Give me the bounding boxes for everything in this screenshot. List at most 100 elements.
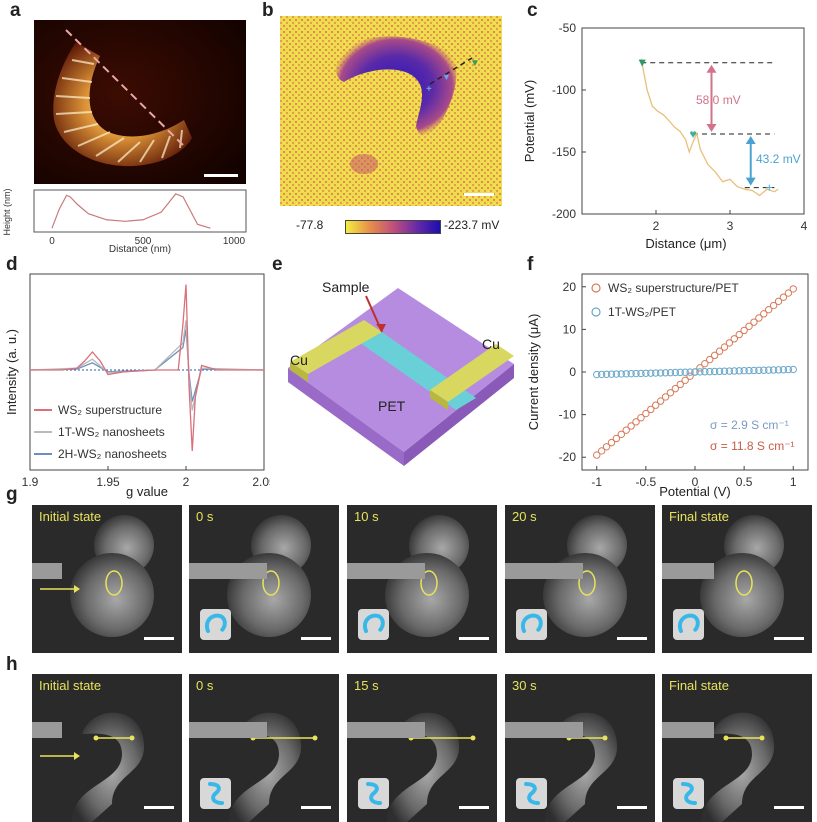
h-frame: Initial state xyxy=(32,674,182,822)
chart-f-point xyxy=(715,367,724,376)
chart-f-point xyxy=(745,322,753,331)
g-frame-label: 10 s xyxy=(354,509,379,524)
chart-f-point xyxy=(789,365,797,374)
chart-d: 1.9 1.95 2 2.05 WS₂ superstructure 1T-WS₂ na… xyxy=(4,273,270,499)
chart-c-arrowhead xyxy=(745,177,756,186)
h-frame: 15 s xyxy=(347,674,497,822)
chart-c-ytick-label: -50 xyxy=(559,21,577,35)
h-frame: 0 s xyxy=(189,674,339,822)
chart-c-xtick-label: 2 xyxy=(653,219,660,233)
chart-c-arrowhead xyxy=(706,64,717,73)
chart-c-marker: ▼ xyxy=(636,56,648,70)
g-frame: 10 s xyxy=(347,505,497,653)
chart-f-point xyxy=(740,326,748,335)
chart-f-xtick-label: 0.5 xyxy=(736,475,753,489)
chart-f-point xyxy=(637,369,645,378)
chart-f-point xyxy=(725,367,734,375)
chart-c-ytick-label: -200 xyxy=(552,207,576,221)
chart-f-legend-marker xyxy=(591,307,601,317)
chart-f-point xyxy=(627,369,635,378)
chart-f-point xyxy=(632,418,640,426)
chart-d-legend-label: 2H-WS₂ nanosheets xyxy=(58,447,167,461)
chart-f-point xyxy=(681,368,689,376)
chart-f-point xyxy=(647,405,655,414)
chart-d-xtick-label: 2 xyxy=(183,475,190,489)
chart-f-point xyxy=(686,368,694,376)
g-frame: 0 s xyxy=(189,505,339,653)
panel-letter-d: d xyxy=(6,254,18,275)
shape-inset-icon xyxy=(516,778,547,809)
chart-f-legend-label: WS₂ superstructure/PET xyxy=(608,281,739,295)
chart-f-point xyxy=(627,422,635,430)
kpfm-map-graphic: + ▼ ▼ xyxy=(280,16,502,206)
shape-inset-icon xyxy=(516,609,547,640)
profile-xtick: 500 xyxy=(135,236,152,247)
chart-f-point xyxy=(607,370,616,378)
chart-c-xtick-label: 4 xyxy=(801,219,808,233)
chart-c: 2 3 4 -50 -100 -150 -200 ▼ ♥ + Distance (μm) Pot… xyxy=(522,21,808,251)
chart-f-point xyxy=(735,367,743,375)
chart-f-point xyxy=(622,426,630,434)
chart-d-series-line xyxy=(29,329,265,402)
chart-f-point xyxy=(651,369,660,377)
afm-image xyxy=(34,20,246,184)
chart-f-point xyxy=(745,366,753,375)
shape-inset-icon xyxy=(673,778,704,809)
chart-c-arrowhead xyxy=(706,124,717,133)
g-frame-label: Final state xyxy=(669,509,729,524)
chart-f-point xyxy=(750,318,758,326)
g-frame: Initial state xyxy=(32,505,182,653)
chart-f-point xyxy=(597,370,606,379)
chart-f-point xyxy=(647,369,655,377)
h-frame: Final state xyxy=(662,674,812,822)
h-frame-label: 15 s xyxy=(354,678,379,693)
chart-f-point xyxy=(769,366,778,374)
afm-image-graphic xyxy=(34,20,246,184)
chart-f-point xyxy=(779,293,788,301)
shape-inset-icon xyxy=(200,609,231,640)
chart-f-point xyxy=(622,370,630,378)
chart-f-point xyxy=(637,413,645,422)
chart-f-xtick-label: -1 xyxy=(591,475,602,489)
panel-letter-g: g xyxy=(6,484,18,505)
chart-f-point xyxy=(666,389,675,397)
chart-c-ytick-label: -150 xyxy=(552,145,576,159)
afm-height-profile: Height (nm) 0 500 1000 Distance (nm) xyxy=(2,188,247,254)
panel-letter-e: e xyxy=(272,254,283,275)
chart-f-point xyxy=(701,359,709,368)
chart-d-series-line xyxy=(29,320,265,411)
chart-f-point xyxy=(720,367,729,375)
chart-f-point xyxy=(706,355,714,364)
chart-d-ylabel: Intensity (a. u.) xyxy=(4,329,19,415)
chart-f-point xyxy=(656,397,665,405)
sample-label: Sample xyxy=(322,279,370,295)
chart-f-point xyxy=(661,369,670,377)
chart-f-point xyxy=(725,339,734,347)
chart-f-point xyxy=(666,368,675,377)
chart-f-point xyxy=(597,447,606,455)
chart-d-xtick-label: 1.9 xyxy=(22,475,39,489)
chart-f-point xyxy=(720,343,729,351)
colorbar-max-label: -223.7 mV xyxy=(444,218,500,232)
g-frame-label: 20 s xyxy=(512,509,537,524)
panel-letter-c: c xyxy=(527,0,538,21)
chart-f-point xyxy=(730,335,739,343)
g-frame: 20 s xyxy=(505,505,655,653)
chart-f-point xyxy=(681,376,689,385)
chart-f-point xyxy=(612,434,621,443)
panel-letter-b: b xyxy=(262,0,274,21)
g-frame: Final state xyxy=(662,505,812,653)
chart-f-point xyxy=(691,368,699,376)
chart-f-point xyxy=(769,301,778,310)
chart-f-point xyxy=(642,369,650,377)
chart-f-point xyxy=(710,367,719,376)
chart-c-marker: + xyxy=(766,181,773,195)
h-frame-label: 0 s xyxy=(196,678,214,693)
shape-inset-icon xyxy=(358,609,389,640)
chart-f-point xyxy=(715,347,724,355)
chart-f-point xyxy=(710,351,719,360)
chart-f-point xyxy=(617,370,626,378)
chart-f-ytick-label: -10 xyxy=(559,408,577,422)
chart-f-point xyxy=(774,297,783,306)
h-frame-label: 30 s xyxy=(512,678,537,693)
